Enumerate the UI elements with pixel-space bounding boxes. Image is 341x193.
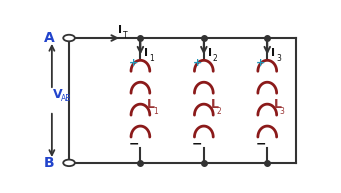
Text: −: − <box>192 138 203 151</box>
Text: −: − <box>255 138 266 151</box>
Text: 2: 2 <box>212 54 217 63</box>
Text: 2: 2 <box>216 107 221 116</box>
Text: L: L <box>147 98 155 111</box>
Text: 3: 3 <box>280 107 284 116</box>
Text: I: I <box>118 25 122 35</box>
Text: A: A <box>44 31 55 45</box>
Circle shape <box>63 35 75 41</box>
Text: 3: 3 <box>276 54 281 63</box>
Text: B: B <box>44 156 55 170</box>
Circle shape <box>63 160 75 166</box>
Text: I: I <box>271 48 275 58</box>
Text: I: I <box>208 48 212 58</box>
Text: T: T <box>123 31 127 40</box>
Text: +: + <box>129 58 138 68</box>
Text: AB: AB <box>61 94 71 103</box>
Text: 1: 1 <box>149 54 154 63</box>
Text: +: + <box>193 58 202 68</box>
Text: 1: 1 <box>153 107 158 116</box>
Text: −: − <box>129 138 139 151</box>
Text: I: I <box>144 48 148 58</box>
Text: L: L <box>274 98 282 111</box>
Text: V: V <box>53 88 63 101</box>
Text: L: L <box>210 98 219 111</box>
Text: +: + <box>256 58 265 68</box>
